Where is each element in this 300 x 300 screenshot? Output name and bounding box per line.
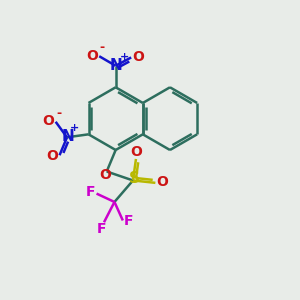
Text: F: F (96, 222, 106, 236)
Text: O: O (87, 49, 99, 63)
Text: F: F (86, 185, 95, 200)
Text: S: S (128, 172, 140, 187)
Text: -: - (99, 41, 104, 54)
Text: O: O (157, 175, 169, 189)
Text: O: O (46, 149, 58, 163)
Text: -: - (57, 107, 62, 120)
Text: +: + (120, 52, 129, 62)
Text: +: + (70, 123, 79, 134)
Text: O: O (130, 146, 142, 159)
Text: O: O (132, 50, 144, 64)
Text: F: F (124, 214, 134, 228)
Text: N: N (110, 58, 123, 73)
Text: O: O (43, 114, 54, 128)
Text: N: N (61, 129, 74, 144)
Text: O: O (99, 168, 111, 182)
